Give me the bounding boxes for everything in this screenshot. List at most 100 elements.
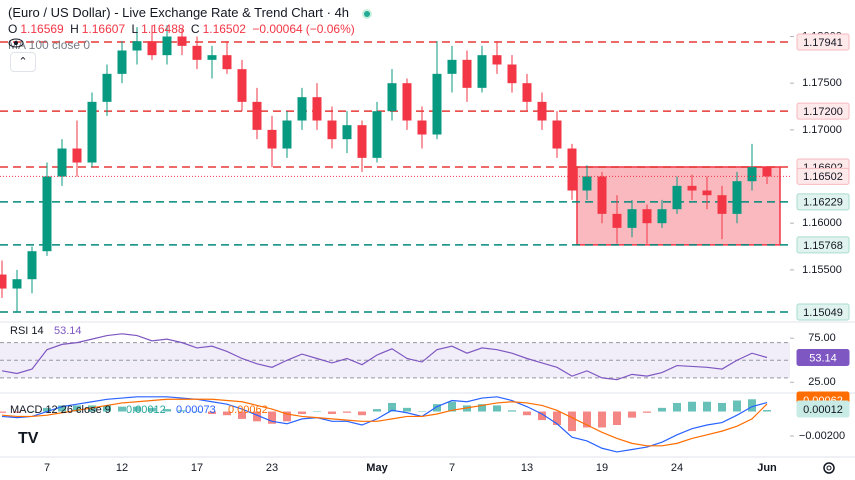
macd-histogram-bar: [268, 411, 276, 424]
x-tick-label: 7: [449, 462, 455, 474]
macd-histogram-bar: [118, 406, 126, 412]
macd-histogram-bar: [358, 411, 366, 416]
title-row: (Euro / US Dollar) - Live Exchange Rate …: [8, 5, 373, 20]
y-tick-label: 1.16000: [802, 217, 842, 229]
macd-histogram-bar: [163, 409, 171, 412]
macd-histogram-bar: [688, 401, 696, 412]
candle-body: [12, 279, 22, 289]
candle-body: [597, 176, 607, 214]
macd-histogram-bar: [148, 407, 156, 412]
collapse-button[interactable]: ⌃: [10, 52, 36, 72]
macd-histogram-bar: [478, 404, 486, 412]
histogram-value-label-box: [796, 400, 850, 418]
rsi-title: RSI 14: [10, 325, 44, 337]
macd-histogram-bar: [613, 411, 621, 425]
candle-body: [507, 64, 517, 84]
candle-body: [732, 181, 742, 214]
level-label: 1.17941: [803, 37, 843, 49]
candle-body: [147, 41, 157, 56]
y-tick-label: 1.15500: [802, 264, 842, 276]
candle-body: [177, 36, 187, 46]
ohlc-key: H: [70, 22, 79, 36]
ohlc-key: O: [8, 22, 18, 36]
macd-histogram-bar: [718, 402, 726, 412]
macd-histogram-bar: [763, 410, 771, 412]
ohlc-value: 1.16502: [202, 22, 246, 36]
candle-body: [252, 101, 262, 130]
macd-histogram-bar: [0, 411, 6, 413]
candle-body: [387, 83, 397, 112]
candle-body: [312, 97, 322, 121]
macd-legend-value: 0.00062: [228, 404, 268, 416]
candle-body: [762, 167, 772, 177]
rsi-value-label-box: [796, 348, 850, 366]
level-label: 1.16229: [803, 197, 843, 209]
eye-icon[interactable]: [8, 38, 24, 48]
change-percent: (−0.06%): [305, 22, 355, 36]
settings-icon[interactable]: [822, 461, 836, 475]
macd-histogram-bar: [343, 411, 351, 413]
macd-histogram-bar: [328, 411, 336, 414]
x-tick-label: May: [366, 462, 388, 474]
macd-histogram-bar: [448, 401, 456, 412]
candle-body: [402, 83, 412, 121]
y-tick-label: 1.17500: [802, 77, 842, 89]
macd-histogram-bar: [433, 404, 441, 412]
candle-body: [42, 176, 52, 252]
candle-body: [717, 195, 727, 214]
candle-body: [162, 36, 172, 56]
candle-body: [747, 167, 757, 182]
candle-body: [117, 50, 127, 74]
y-tick-label: 25.00: [808, 376, 836, 388]
macd-histogram-bar: [73, 405, 81, 412]
candle-body: [522, 83, 532, 102]
ohlc-key: C: [190, 22, 200, 36]
chart-title: (Euro / US Dollar) - Live Exchange Rate …: [8, 5, 350, 20]
macd-title: MACD 12 26 close 9: [10, 404, 111, 416]
macd-histogram-bar: [298, 411, 306, 414]
macd-histogram-bar: [403, 407, 411, 412]
candle-body: [477, 55, 487, 88]
macd-histogram-bar: [253, 411, 261, 422]
macd-legend-value: 0.00073: [176, 404, 216, 416]
level-label-box: [796, 33, 850, 51]
macd-histogram-bar: [568, 411, 576, 432]
signal-line: [1, 398, 768, 447]
ohlc-key: L: [131, 22, 139, 36]
macd-histogram-bar: [193, 411, 201, 413]
candle-body: [582, 176, 592, 191]
macd-histogram-bar: [658, 407, 666, 412]
candle-body: [237, 69, 247, 102]
candle-body: [537, 101, 547, 121]
rsi-legend-value: 53.14: [54, 325, 82, 337]
candle-body: [447, 59, 457, 74]
macd-histogram-bar: [28, 411, 36, 413]
histogram-value-label: 0.00012: [803, 404, 843, 416]
y-tick-label: 75.00: [808, 332, 836, 344]
macd-histogram-bar: [673, 402, 681, 412]
candle-body: [327, 120, 337, 140]
y-tick-label: 1.17000: [802, 124, 842, 136]
candle-body: [87, 101, 97, 163]
macd-histogram-bar: [133, 406, 141, 412]
level-label-box: [796, 193, 850, 211]
macd-histogram-bar: [748, 399, 756, 412]
macd-histogram-bar: [538, 411, 546, 421]
macd-histogram-bar: [553, 411, 561, 425]
y-tick-label: −0.00200: [799, 430, 845, 442]
candle-body: [612, 213, 622, 228]
candle-body: [57, 148, 67, 177]
macd-histogram-bar: [208, 411, 216, 414]
candle-body: [672, 185, 682, 210]
macd-histogram-bar: [103, 405, 111, 412]
candle-body: [267, 129, 277, 149]
x-tick-label: 17: [191, 462, 203, 474]
ohlc-row: O 1.16569 H 1.16607 L 1.16488 C 1.16502 −0.0…: [8, 22, 358, 36]
candle-body: [102, 73, 112, 102]
macd-histogram-bar: [703, 401, 711, 412]
ma-label: MA 100 close 0: [8, 38, 91, 52]
macd-histogram-bar: [88, 405, 96, 412]
candle-body: [687, 185, 697, 191]
